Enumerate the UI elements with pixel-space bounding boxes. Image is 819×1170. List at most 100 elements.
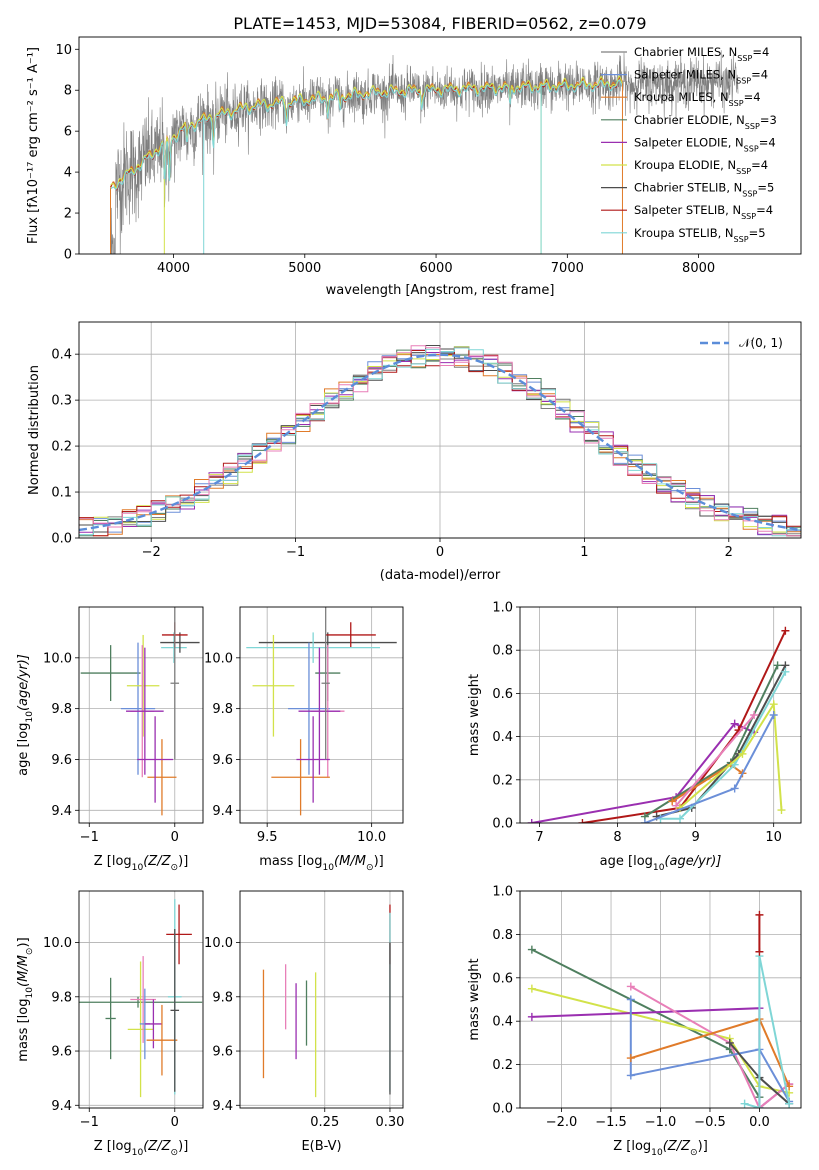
weight-vs-z-marker-5-0 bbox=[626, 1054, 635, 1063]
model-kroupa-stelib bbox=[110, 79, 623, 190]
legend-label-normal: 𝒩(0, 1) bbox=[739, 336, 783, 350]
weight-vs-z-marker-6-0 bbox=[725, 1038, 734, 1047]
weight-vs-age-marker-7-1 bbox=[738, 749, 747, 758]
age-vs-mass-points bbox=[246, 607, 397, 816]
spectrum-xtick-label-2: 6000 bbox=[420, 261, 453, 276]
weight-vs-z-ytick-label-3: 0.6 bbox=[492, 971, 513, 986]
weight-vs-age-marker-7-2 bbox=[769, 700, 778, 709]
mass-vs-ebv-points bbox=[262, 904, 391, 1098]
mass-vs-z-ytick-label-0: 9.4 bbox=[51, 1099, 72, 1114]
legend-label-3: Chabrier ELODIE, NSSP=3 bbox=[634, 113, 777, 131]
spectrum-axes: 4000 5000 6000 7000 8000 0 2 4 6 8 10 bbox=[55, 43, 715, 276]
legend-label-2: Kroupa MILES, NSSP=4 bbox=[634, 90, 761, 108]
weight-vs-age-marker-6-2 bbox=[730, 760, 739, 769]
weight-vs-z-marker-4-0 bbox=[626, 995, 635, 1004]
age-vs-z-ylabel: age [log10(age/yr)] bbox=[16, 654, 35, 776]
weight-vs-z-marker-8-0 bbox=[755, 910, 764, 919]
residuals-ytick-label-1: 0.1 bbox=[51, 486, 72, 501]
weight-vs-z-ytick-label-2: 0.4 bbox=[492, 1015, 513, 1030]
mass-vs-z-errorbar-9 bbox=[170, 928, 180, 1092]
age-vs-z-errorbar-5 bbox=[147, 739, 177, 816]
age-vs-z-errorbar-10 bbox=[170, 607, 180, 760]
weight-vs-age-marker-6-1 bbox=[676, 814, 685, 823]
histogram-pink bbox=[79, 345, 801, 537]
mass-vs-z-errorbar-2 bbox=[127, 961, 154, 1098]
residuals-xtick-label-1: −1 bbox=[286, 545, 305, 560]
residuals-ytick-label-4: 0.4 bbox=[51, 348, 72, 363]
weight-vs-age-xtick-label-0: 7 bbox=[535, 830, 543, 845]
normal-curve bbox=[79, 353, 801, 532]
residuals-xtick-label-2: 0 bbox=[436, 545, 444, 560]
weight-vs-age-marker-0-2 bbox=[730, 719, 739, 728]
age-vs-mass-errorbar-2 bbox=[246, 632, 381, 663]
age-vs-mass-xlabel: mass [log10(M/M⊙)] bbox=[259, 854, 383, 873]
legend-label-7: Salpeter STELIB, NSSP=4 bbox=[634, 203, 773, 221]
age-vs-mass-errorbar-1 bbox=[325, 622, 376, 648]
model-kroupa-elodie bbox=[110, 75, 623, 189]
weight-vs-age-marker-1-0 bbox=[578, 819, 587, 823]
age-vs-mass-errorbar-7 bbox=[298, 647, 341, 775]
mass-vs-ebv-ytick-label-1: 9.6 bbox=[212, 1045, 233, 1060]
residuals-xtick-label-0: −2 bbox=[142, 545, 161, 560]
mass-vs-z-ytick-label-2: 9.8 bbox=[51, 990, 72, 1005]
weight-vs-age-ytick-label-4: 0.8 bbox=[492, 644, 513, 659]
weight-vs-z-series-7 bbox=[744, 955, 791, 1108]
mass-vs-z-points bbox=[79, 899, 203, 1098]
weight-vs-z-marker-3-0 bbox=[626, 982, 635, 991]
mass-vs-ebv-xlabel: E(B-V) bbox=[301, 1139, 341, 1154]
spectrum-xtick-label-4: 8000 bbox=[682, 261, 715, 276]
age-vs-z-errorbar-7 bbox=[161, 632, 187, 663]
weight-vs-age-ytick-label-5: 1.0 bbox=[492, 601, 513, 616]
age-vs-mass-frame bbox=[239, 606, 404, 824]
mass-vs-z-errorbar-1 bbox=[79, 996, 203, 1008]
mass-vs-z-xtick-label-0: −1 bbox=[80, 1115, 99, 1130]
mass-vs-ebv-xtick-label-0: 0.25 bbox=[310, 1115, 339, 1130]
age-vs-mass-ytick-label-3: 10.0 bbox=[204, 651, 233, 666]
age-vs-mass-ytick-label-0: 9.4 bbox=[212, 804, 233, 819]
mass-vs-z-errorbar-6 bbox=[146, 1004, 178, 1076]
weight-vs-z-xtick-label-4: 0.0 bbox=[749, 1115, 770, 1130]
spectrum-xtick-label-0: 4000 bbox=[157, 261, 190, 276]
residual-histograms bbox=[79, 345, 801, 537]
weight-vs-z-series-3 bbox=[630, 985, 790, 1108]
age-vs-z-errorbar-8 bbox=[160, 632, 200, 653]
age-vs-z-ytick-label-3: 10.0 bbox=[43, 651, 72, 666]
mass-vs-z-xlabel: Z [log10(Z/Z⊙)] bbox=[94, 1139, 189, 1158]
age-vs-z-errorbar-2 bbox=[126, 634, 160, 737]
chart-title: PLATE=1453, MJD=53084, FIBERID=0562, z=0… bbox=[233, 14, 646, 33]
weight-vs-age-series-7 bbox=[679, 701, 783, 811]
weight-vs-z-axes: −2.0 −1.5 −1.0 −0.5 0.0 0.0 0.2 0.4 0.6 0.8 1.0 bbox=[492, 885, 801, 1130]
legend-label-6: Chabrier STELIB, NSSP=5 bbox=[634, 181, 774, 199]
spectrum-ylabel: Flux [fλ10⁻¹⁷ erg cm⁻² s⁻¹ A⁻¹] bbox=[26, 47, 41, 244]
age-vs-z-errorbar-1 bbox=[120, 642, 156, 775]
age-vs-z-ytick-label-2: 9.8 bbox=[51, 702, 72, 717]
residuals-ytick-label-3: 0.3 bbox=[51, 394, 72, 409]
spectrum-legend: Chabrier MILES, NSSP=4 Salpeter MILES, NS… bbox=[601, 45, 777, 243]
weight-vs-age-marker-8-1 bbox=[730, 784, 739, 793]
residuals-xtick-label-3: 1 bbox=[580, 545, 588, 560]
spectrum-ytick-label-5: 10 bbox=[55, 43, 72, 58]
age-vs-z-frame bbox=[78, 606, 204, 824]
weight-vs-age-ytick-label-3: 0.6 bbox=[492, 687, 513, 702]
weight-vs-age-marker-2-2 bbox=[773, 661, 782, 670]
weight-vs-age-marker-0-0 bbox=[527, 819, 536, 823]
spectrum-ytick-label-0: 0 bbox=[64, 248, 72, 263]
residuals-xtick-label-4: 2 bbox=[725, 545, 733, 560]
age-vs-z-ytick-label-0: 9.4 bbox=[51, 804, 72, 819]
weight-vs-age-ytick-label-1: 0.2 bbox=[492, 773, 513, 788]
weight-vs-z-marker-7-1 bbox=[755, 1104, 764, 1108]
residuals-ytick-label-0: 0.0 bbox=[51, 532, 72, 547]
age-vs-z-errorbar-4 bbox=[126, 647, 164, 775]
weight-vs-age-marker-7-3 bbox=[777, 806, 786, 815]
mass-vs-z-errorbar-5 bbox=[144, 999, 162, 1049]
weight-vs-z-frame bbox=[519, 890, 802, 1109]
weight-vs-age-series-0 bbox=[531, 722, 755, 823]
weight-vs-z-marker-7-3 bbox=[785, 1099, 794, 1108]
weight-vs-age-marker-5-1 bbox=[750, 711, 759, 719]
weight-vs-age-series-6 bbox=[660, 671, 787, 820]
mass-vs-ebv-ytick-label-0: 9.4 bbox=[212, 1099, 233, 1114]
age-vs-z-xtick-label-0: −1 bbox=[80, 830, 99, 845]
residuals-xlabel: (data-model)/error bbox=[380, 568, 501, 583]
weight-vs-z-marker-4-1 bbox=[626, 1071, 635, 1080]
